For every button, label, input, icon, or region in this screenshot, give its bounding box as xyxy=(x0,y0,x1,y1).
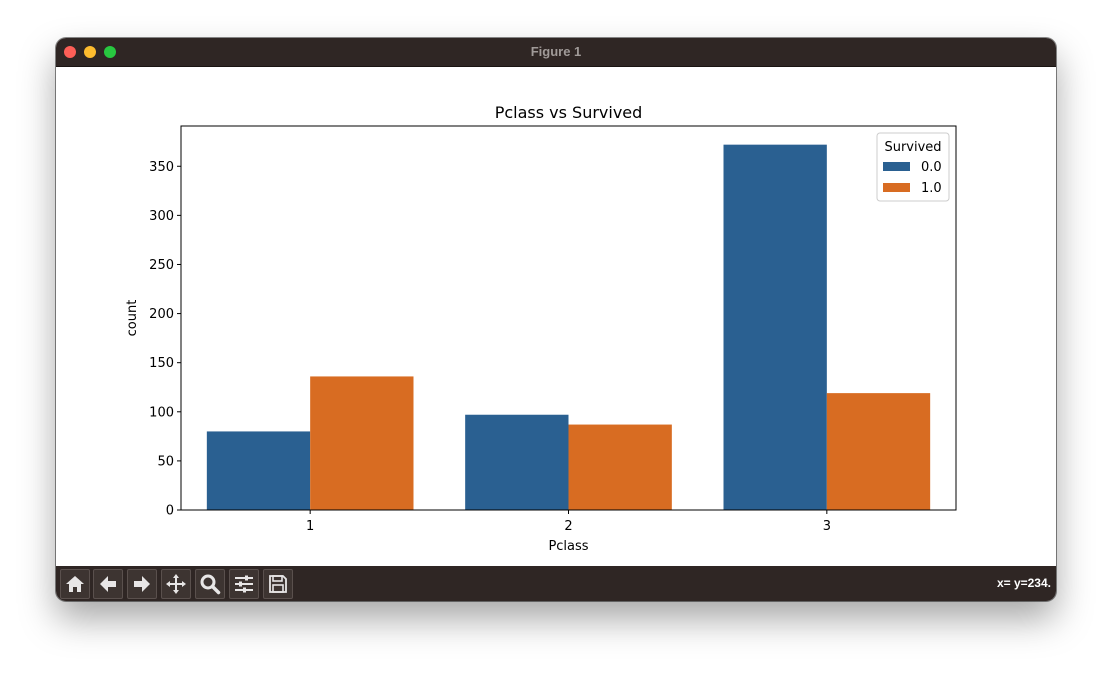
figure-window: Figure 1 0 50 100 150 200 250 300 350 1 2 3 Pclass … xyxy=(56,38,1056,601)
pan-icon xyxy=(166,574,186,594)
bar-2-survived-0.0 xyxy=(465,414,569,510)
bar-3-survived-0.0 xyxy=(723,144,827,510)
zoom-button[interactable] xyxy=(195,569,225,599)
bar-chart: 0 50 100 150 200 250 300 350 1 2 3 Pclass vs Surviv… xyxy=(125,103,957,554)
bar-2-survived-1.0 xyxy=(568,424,672,510)
back-icon xyxy=(100,576,116,592)
figure-canvas[interactable]: 0 50 100 150 200 250 300 350 1 2 3 Pclass vs Surviv… xyxy=(56,67,1056,566)
legend-title: Survived xyxy=(884,140,941,155)
navigation-toolbar: x= y=234. xyxy=(56,566,1056,601)
forward-icon xyxy=(134,576,150,592)
zoom-icon xyxy=(200,574,221,595)
x-tick-label: 2 xyxy=(564,519,572,534)
save-icon xyxy=(269,575,287,593)
title-bar: Figure 1 xyxy=(56,38,1056,67)
legend-swatch-1.0 xyxy=(883,183,910,192)
configure-subplots-icon xyxy=(235,575,253,593)
save-button[interactable] xyxy=(263,569,293,599)
y-tick-label: 150 xyxy=(149,356,174,371)
chart-title: Pclass vs Survived xyxy=(495,103,643,122)
close-window-button[interactable] xyxy=(64,46,76,58)
cursor-coordinates: x= y=234. xyxy=(996,576,1051,590)
y-tick-label: 350 xyxy=(149,160,174,175)
y-tick-label: 250 xyxy=(149,258,174,273)
configure-subplots-button[interactable] xyxy=(229,569,259,599)
y-axis-label: count xyxy=(125,300,140,337)
maximize-window-button[interactable] xyxy=(104,46,116,58)
pan-button[interactable] xyxy=(161,569,191,599)
x-tick-label: 3 xyxy=(823,519,831,534)
bar-3-survived-1.0 xyxy=(826,393,931,510)
bar-1-survived-0.0 xyxy=(206,431,311,510)
y-tick-label: 300 xyxy=(149,209,174,224)
bar-1-survived-1.0 xyxy=(310,376,414,510)
legend-label-1.0: 1.0 xyxy=(921,181,942,196)
home-icon xyxy=(66,576,84,592)
window-title: Figure 1 xyxy=(530,44,582,59)
y-tick-label: 200 xyxy=(149,307,174,322)
x-axis-label: Pclass xyxy=(548,539,588,554)
home-button[interactable] xyxy=(60,569,90,599)
y-tick-label: 0 xyxy=(166,504,174,519)
y-tick-label: 100 xyxy=(149,405,174,420)
forward-button[interactable] xyxy=(127,569,157,599)
legend-label-0.0: 0.0 xyxy=(921,160,942,175)
x-tick-label: 1 xyxy=(306,519,314,534)
legend-swatch-0.0 xyxy=(883,162,910,171)
y-tick-label: 50 xyxy=(157,454,174,469)
back-button[interactable] xyxy=(93,569,123,599)
minimize-window-button[interactable] xyxy=(84,46,96,58)
